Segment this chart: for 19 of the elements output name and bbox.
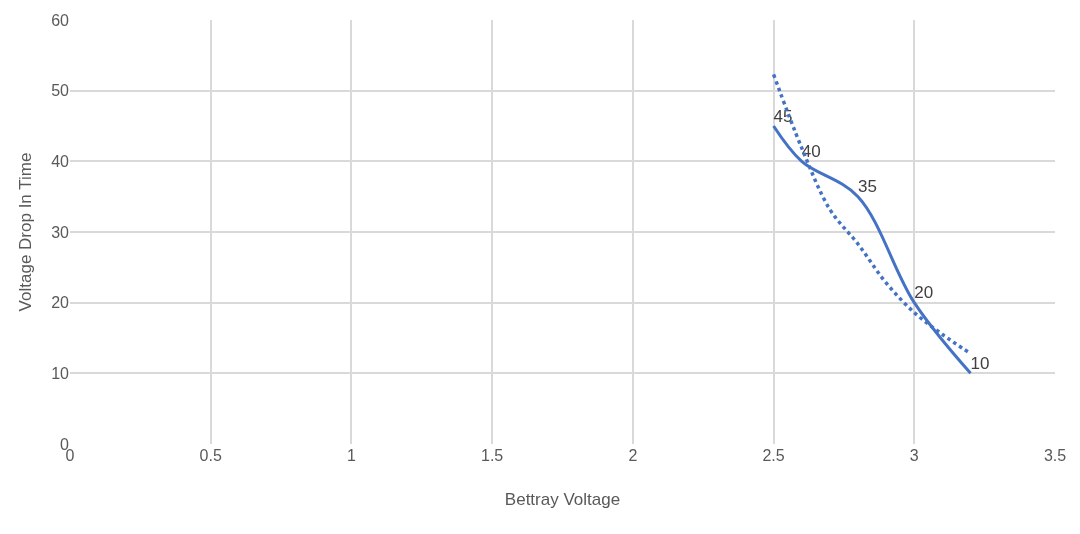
- x-tick-label: 3.5: [1043, 447, 1067, 464]
- data-label: 40: [801, 142, 821, 162]
- x-tick-label: 1: [346, 447, 356, 464]
- data-label: 10: [970, 354, 990, 374]
- y-tick-label: 40: [51, 152, 70, 170]
- x-tick-label: 2: [628, 447, 638, 464]
- x-tick-label: 2.5: [762, 447, 785, 464]
- y-axis-title: Voltage Drop In Time: [15, 152, 35, 312]
- y-tick-label: 20: [51, 294, 70, 312]
- x-tick-label: 0.5: [199, 447, 222, 464]
- data-label: 35: [858, 177, 877, 197]
- x-tick-label: 1.5: [481, 447, 504, 464]
- y-tick-label: 60: [51, 11, 70, 29]
- y-tick-label: 10: [51, 364, 70, 382]
- y-tick-label: 50: [51, 82, 70, 100]
- x-axis-title: Bettray Voltage: [504, 490, 621, 510]
- x-tick-label: 3: [909, 447, 919, 464]
- y-tick-label: 30: [51, 223, 70, 241]
- data-label: 20: [914, 283, 934, 303]
